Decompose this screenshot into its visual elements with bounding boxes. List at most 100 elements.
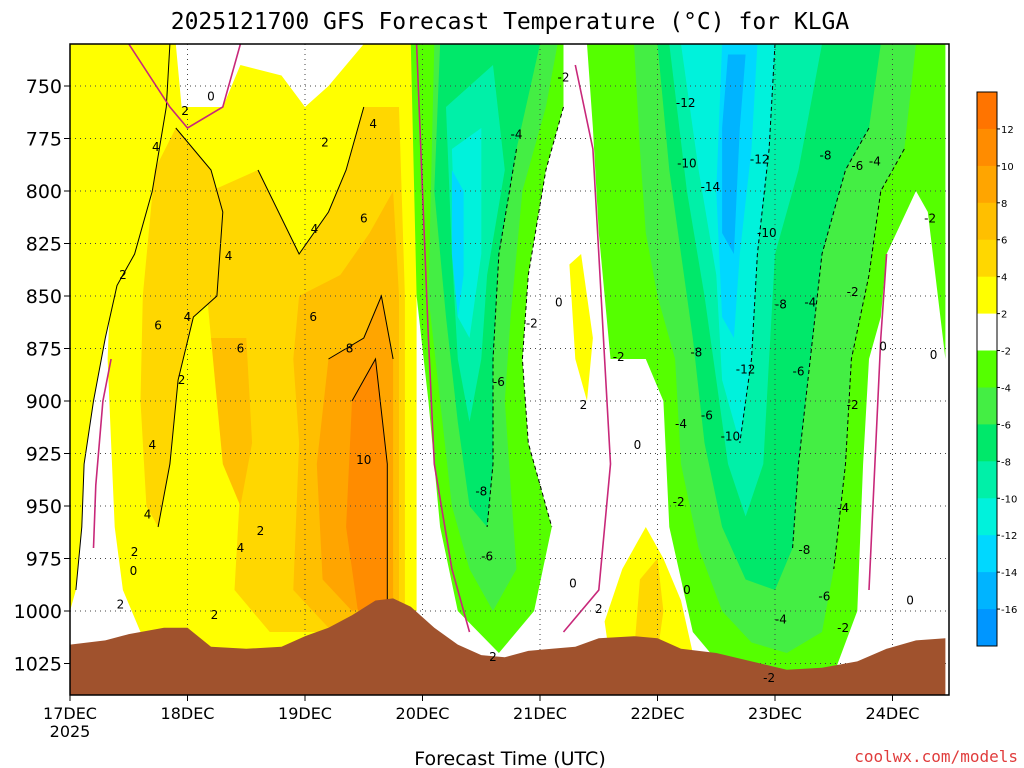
contour-label: -14: [701, 180, 721, 194]
contour-label: -4: [675, 417, 687, 431]
contour-label: 2: [580, 398, 588, 412]
contour-label: 0: [555, 295, 563, 309]
contour-label: 2: [119, 268, 127, 282]
isotherm-minus8-east: [792, 127, 870, 549]
contour-label: 0: [207, 90, 215, 104]
y-tick-label: 900: [26, 391, 62, 413]
contour-label: -6: [481, 549, 493, 563]
contour-label: 4: [144, 507, 152, 521]
contour-label: 0: [569, 577, 577, 591]
zero-isotherm-layer: [92, 44, 888, 633]
region-minus14to16: [722, 54, 746, 254]
y-tick-label: 950: [26, 496, 62, 518]
colorbar-swatch: [977, 535, 997, 573]
x-tick-label: 22DEC: [631, 704, 685, 723]
y-tick-label: 925: [26, 444, 62, 466]
x-year-label: 2025: [50, 722, 91, 741]
x-tick-label: 23DEC: [748, 704, 802, 723]
colorbar-tick-label: 6: [1001, 236, 1007, 247]
x-tick-label: 17DEC: [43, 704, 97, 723]
contour-label: -2: [613, 350, 625, 364]
isotherm-6-center: [257, 106, 365, 255]
y-tick-label: 1025: [14, 654, 62, 676]
x-axis-label: Forecast Time (UTC): [414, 748, 605, 768]
contour-label: 4: [152, 140, 160, 154]
contour-label: -10: [757, 226, 777, 240]
y-tick-label: 800: [26, 181, 62, 203]
contour-label: -10: [677, 157, 697, 171]
contour-label: -2: [526, 316, 538, 330]
contour-label: -6: [818, 589, 830, 603]
x-tick-label: 18DEC: [161, 704, 215, 723]
contour-label: 0: [930, 348, 938, 362]
contour-label: -8: [775, 297, 787, 311]
grid-layer: [70, 44, 949, 695]
contour-label: -4: [511, 127, 523, 141]
contour-label: -4: [775, 612, 787, 626]
contour-label: 4: [225, 249, 233, 263]
contour-label: 6: [237, 342, 245, 356]
contour-label: 10: [356, 453, 371, 467]
contour-label: -4: [869, 155, 881, 169]
contour-label: -12: [676, 96, 696, 110]
contour-label: -4: [837, 501, 849, 515]
colorbar-tick-label: -4: [1001, 383, 1011, 394]
contour-label: 2: [321, 136, 329, 150]
contour-label: -6: [793, 365, 805, 379]
colorbar-swatch: [977, 350, 997, 388]
colorbar-swatch: [977, 498, 997, 536]
zero-isotherm-21dec: [562, 64, 612, 633]
region-10to12: [346, 359, 388, 611]
terrain-profile: [70, 598, 946, 695]
contour-label: -2: [837, 621, 849, 635]
contour-label: -8: [798, 543, 810, 557]
contour-label: -12: [736, 363, 756, 377]
contour-label: 6: [309, 310, 317, 324]
zero-isotherm-front: [415, 44, 471, 633]
x-tick-label: 20DEC: [396, 704, 450, 723]
contour-label: -2: [847, 398, 859, 412]
contour-label: -2: [847, 285, 859, 299]
contour-label: -2: [673, 495, 685, 509]
contour-label-layer: 0242642442022424664246810-2-40-2-62-2-8-…: [117, 71, 938, 686]
contour-label: -8: [820, 148, 832, 162]
region-6to8-a: [211, 338, 253, 506]
contour-label: 2: [181, 104, 189, 118]
colorbar-tick-label: 8: [1001, 199, 1007, 210]
y-tick-label: 850: [26, 286, 62, 308]
colorbar-tick-label: 4: [1001, 273, 1007, 284]
contour-label: 2: [257, 524, 265, 538]
contour-label: 0: [906, 594, 914, 608]
contour-label: 4: [237, 541, 245, 555]
colorbar-tick-label: -8: [1001, 457, 1011, 468]
y-tick-label: 975: [26, 549, 62, 571]
contour-label: -6: [701, 409, 713, 423]
isotherm-minus2-west: [521, 106, 564, 528]
colorbar-swatch: [977, 313, 997, 351]
contour-label: 4: [311, 222, 319, 236]
contour-label: -2: [763, 671, 775, 685]
colorbar-frame: [976, 91, 998, 647]
contour-label: 4: [369, 117, 377, 131]
isotherm-2-west: [75, 44, 171, 591]
temperature-fill-layer: [70, 44, 946, 695]
colorbar-tick-label: 10: [1001, 162, 1014, 173]
y-tick-label: 1000: [14, 601, 62, 623]
colorbar-swatch: [977, 92, 997, 130]
colorbar-tick-label: -12: [1001, 531, 1017, 542]
contour-label: 8: [346, 342, 354, 356]
colorbar-tick-label: -6: [1001, 420, 1011, 431]
plot-frame: [69, 43, 950, 696]
contour-label: -2: [558, 71, 570, 85]
contour-label: -6: [493, 375, 505, 389]
zero-isotherm-west: [92, 358, 112, 549]
colorbar-swatch: [977, 165, 997, 204]
region-4to6-left: [140, 128, 223, 527]
plot-area: 0242642442022424664246810-2-40-2-62-2-8-…: [70, 44, 949, 695]
isotherm-layer: [75, 44, 905, 601]
contour-label: 2: [489, 650, 497, 664]
region-warm-core-22dec: [634, 558, 664, 653]
colorbar-legend: 12 10 8 6 4 2 -2 -4 -6 -8 -10 -12 -14 -16: [976, 91, 1017, 647]
time-axis: 17DEC 18DEC 19DEC 20DEC 21DEC 22DEC 23DEC 24DEC…: [43, 695, 919, 741]
